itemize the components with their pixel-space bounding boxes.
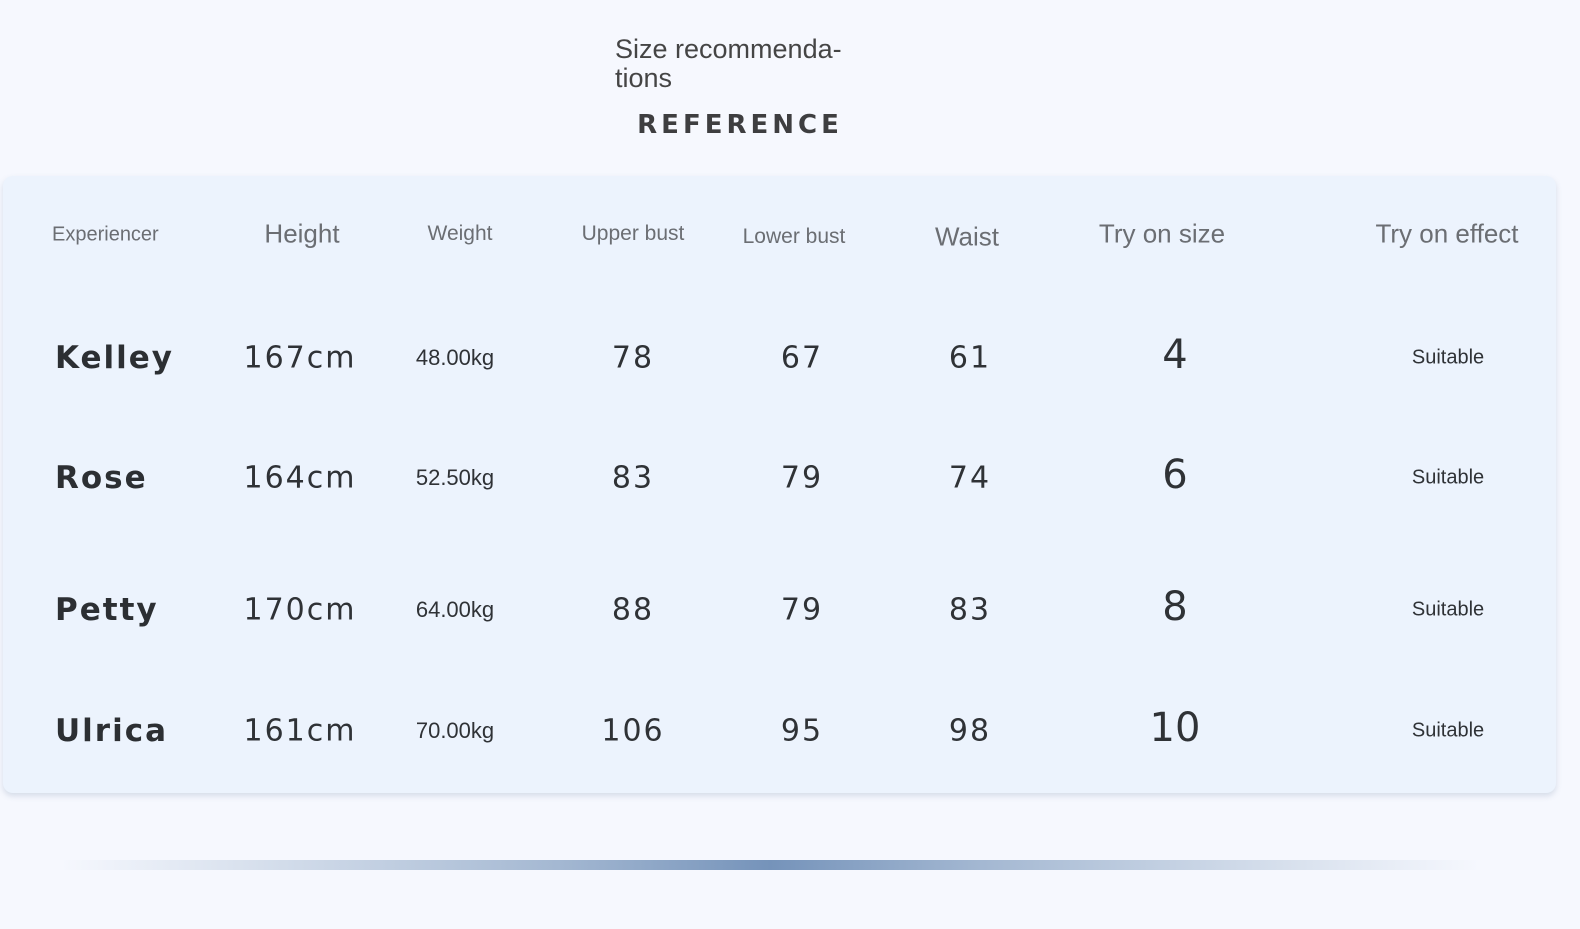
- cell-effect: Suitable: [1411, 466, 1485, 489]
- header-weight: Weight: [427, 222, 493, 245]
- cell-size: 8: [1162, 584, 1188, 630]
- cell-name: Rose: [55, 460, 148, 496]
- page-title: Size recommenda­tions: [615, 34, 842, 93]
- cell-weight: 70.00kg: [415, 718, 495, 743]
- cell-size: 4: [1162, 332, 1188, 378]
- page-subtitle: REFERENCE: [637, 110, 843, 140]
- size-reference-table: Experiencer Height Weight Upper bust Low…: [3, 176, 1556, 793]
- cell-lower-bust: 95: [780, 713, 824, 749]
- header-upper-bust: Upper bust: [581, 222, 685, 245]
- header-try-on-effect: Try on effect: [1375, 218, 1519, 249]
- cell-waist: 83: [948, 592, 992, 628]
- decorative-divider: [60, 860, 1480, 870]
- header-lower-bust: Lower bust: [742, 225, 846, 248]
- cell-effect: Suitable: [1411, 719, 1485, 742]
- cell-height: 167cm: [243, 340, 357, 376]
- header-experiencer: Experiencer: [52, 223, 159, 246]
- cell-name: Kelley: [55, 340, 174, 376]
- cell-effect: Suitable: [1411, 346, 1485, 369]
- cell-weight: 64.00kg: [415, 597, 495, 622]
- cell-lower-bust: 67: [780, 340, 824, 376]
- cell-height: 161cm: [243, 713, 357, 749]
- header-waist: Waist: [934, 221, 1000, 252]
- cell-size: 10: [1149, 705, 1201, 751]
- cell-size: 6: [1162, 452, 1188, 498]
- header-try-on-size: Try on size: [1098, 218, 1226, 249]
- cell-upper-bust: 83: [611, 460, 655, 496]
- cell-name: Petty: [55, 592, 159, 628]
- cell-upper-bust: 88: [611, 592, 655, 628]
- cell-upper-bust: 106: [601, 713, 665, 749]
- cell-height: 170cm: [243, 592, 357, 628]
- cell-waist: 74: [948, 460, 992, 496]
- cell-effect: Suitable: [1411, 598, 1485, 621]
- cell-height: 164cm: [243, 460, 357, 496]
- cell-lower-bust: 79: [780, 592, 824, 628]
- cell-waist: 61: [948, 340, 992, 376]
- header-height: Height: [264, 218, 340, 249]
- cell-upper-bust: 78: [611, 340, 655, 376]
- cell-weight: 48.00kg: [415, 345, 495, 370]
- cell-waist: 98: [948, 713, 992, 749]
- cell-lower-bust: 79: [780, 460, 824, 496]
- cell-weight: 52.50kg: [415, 465, 495, 490]
- cell-name: Ulrica: [55, 713, 169, 749]
